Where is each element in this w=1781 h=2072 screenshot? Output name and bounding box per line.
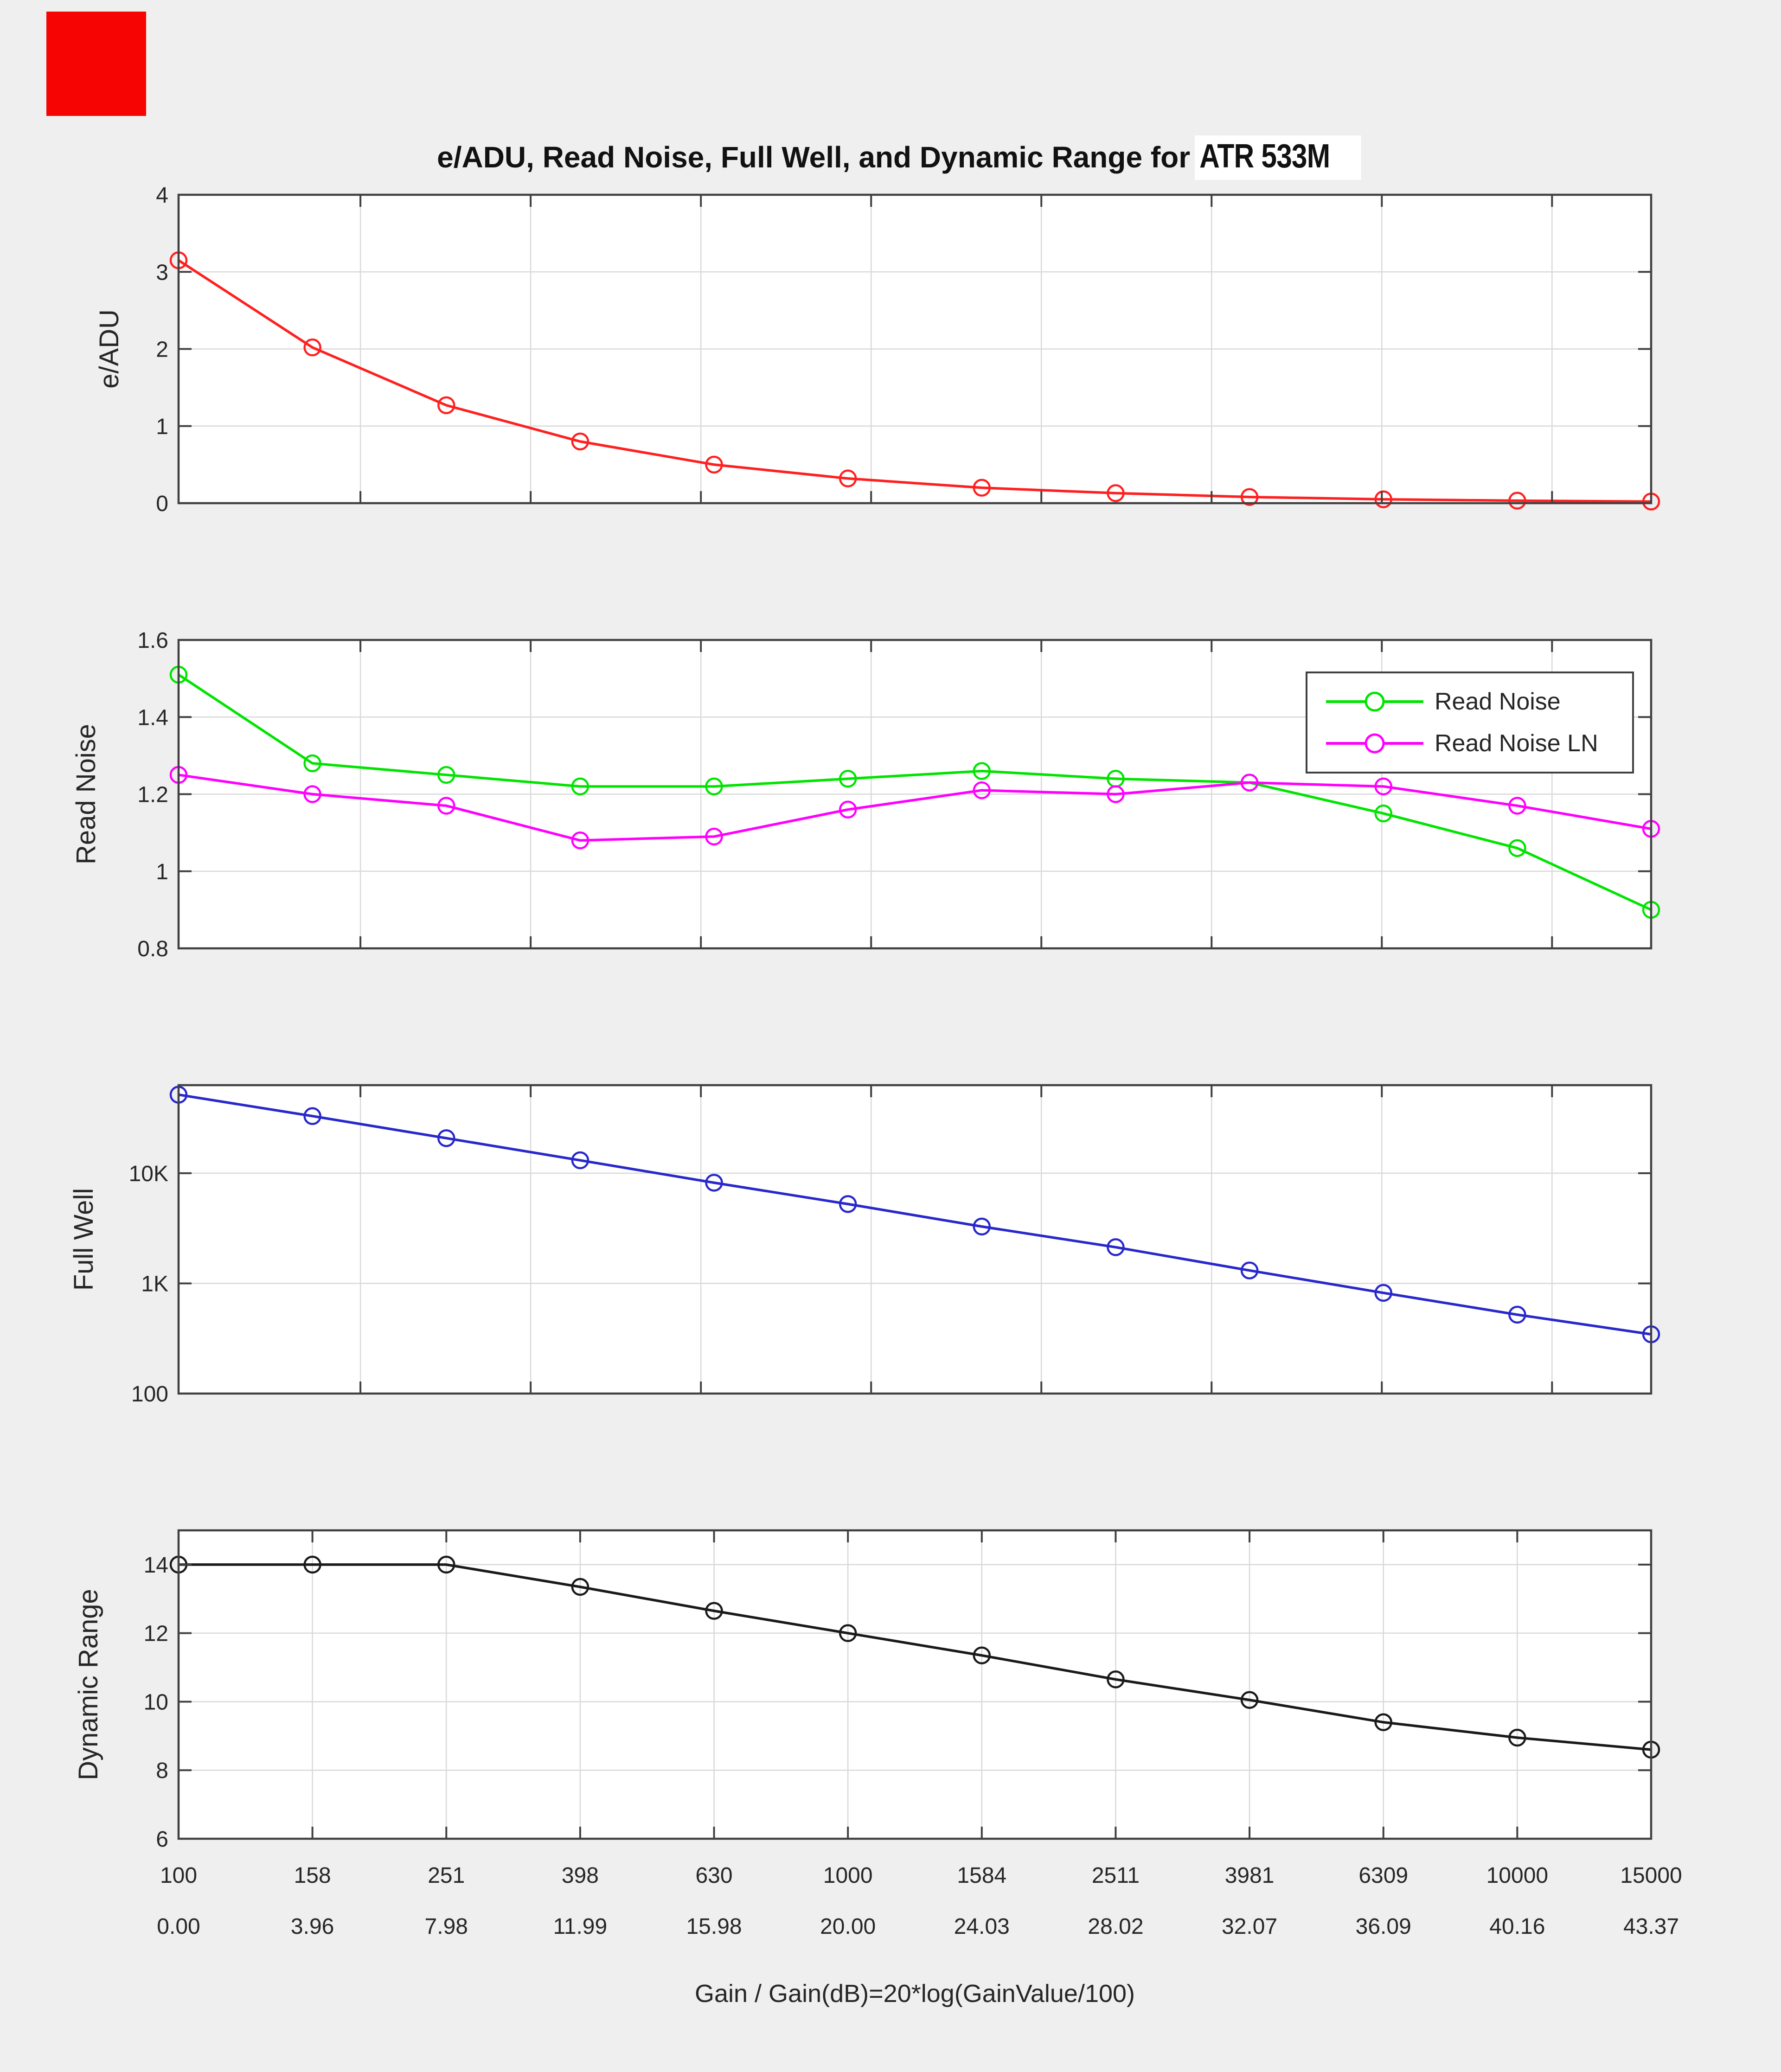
svg-text:3.96: 3.96 bbox=[291, 1914, 334, 1939]
svg-text:251: 251 bbox=[428, 1863, 465, 1888]
svg-text:3981: 3981 bbox=[1225, 1863, 1275, 1888]
legend-item-read-noise-ln: Read Noise LN bbox=[1307, 729, 1632, 757]
svg-text:7.98: 7.98 bbox=[425, 1914, 468, 1939]
chart-title: e/ADU, Read Noise, Full Well, and Dynami… bbox=[179, 135, 1651, 180]
svg-text:40.16: 40.16 bbox=[1489, 1914, 1545, 1939]
legend: Read Noise Read Noise LN bbox=[1306, 671, 1634, 774]
legend-item-read-noise: Read Noise bbox=[1307, 688, 1632, 716]
svg-text:24.03: 24.03 bbox=[954, 1914, 1010, 1939]
read-noise-ln-line-sample bbox=[1326, 733, 1423, 754]
svg-text:12: 12 bbox=[144, 1622, 168, 1646]
svg-text:1.2: 1.2 bbox=[137, 783, 168, 807]
svg-text:10K: 10K bbox=[129, 1162, 168, 1186]
svg-text:1: 1 bbox=[156, 415, 168, 439]
svg-text:8: 8 bbox=[156, 1759, 168, 1783]
svg-text:1584: 1584 bbox=[957, 1863, 1006, 1888]
svg-text:0.8: 0.8 bbox=[137, 937, 168, 961]
redaction-box bbox=[46, 12, 146, 116]
svg-text:10000: 10000 bbox=[1486, 1863, 1548, 1888]
eadu-chart: 4 3 2 1 0 e/ADU bbox=[94, 183, 1660, 516]
svg-text:Gain / Gain(dB)=20*log(GainVal: Gain / Gain(dB)=20*log(GainValue/100) bbox=[695, 1980, 1135, 2008]
legend-label: Read Noise LN bbox=[1435, 730, 1598, 757]
svg-text:4: 4 bbox=[156, 183, 168, 208]
legend-label: Read Noise bbox=[1435, 688, 1561, 715]
svg-text:158: 158 bbox=[294, 1863, 331, 1888]
svg-text:398: 398 bbox=[562, 1863, 599, 1888]
chart-title-main: e/ADU, Read Noise, Full Well, and Dynami… bbox=[437, 141, 1191, 174]
dynamic-range-chart: 14 12 10 8 6 Dynamic Range 100 158 251 398 630 1000… bbox=[73, 1529, 1682, 2008]
svg-text:e/ADU: e/ADU bbox=[94, 309, 124, 389]
read-noise-line-sample bbox=[1326, 691, 1423, 712]
svg-text:100: 100 bbox=[160, 1863, 197, 1888]
svg-text:Read Noise: Read Noise bbox=[71, 724, 101, 864]
svg-text:Full Well: Full Well bbox=[69, 1188, 99, 1291]
svg-text:6309: 6309 bbox=[1358, 1863, 1408, 1888]
svg-text:630: 630 bbox=[695, 1863, 732, 1888]
svg-text:15000: 15000 bbox=[1620, 1863, 1682, 1888]
svg-text:1.4: 1.4 bbox=[137, 705, 168, 730]
svg-text:6: 6 bbox=[156, 1827, 168, 1852]
full-well-chart: 10K 1K 100 Full Well bbox=[69, 1084, 1660, 1407]
svg-text:28.02: 28.02 bbox=[1088, 1914, 1143, 1939]
svg-text:Dynamic Range: Dynamic Range bbox=[73, 1589, 103, 1780]
svg-text:15.98: 15.98 bbox=[686, 1914, 742, 1939]
svg-text:1: 1 bbox=[156, 860, 168, 884]
svg-text:2511: 2511 bbox=[1092, 1863, 1140, 1888]
svg-text:14: 14 bbox=[144, 1553, 168, 1578]
svg-text:11.99: 11.99 bbox=[553, 1914, 608, 1939]
svg-text:0.00: 0.00 bbox=[157, 1914, 200, 1939]
svg-text:3: 3 bbox=[156, 260, 168, 285]
svg-text:1K: 1K bbox=[141, 1272, 168, 1296]
svg-text:10: 10 bbox=[144, 1690, 168, 1714]
svg-text:32.07: 32.07 bbox=[1222, 1914, 1277, 1939]
svg-text:20.00: 20.00 bbox=[820, 1914, 876, 1939]
svg-text:1.6: 1.6 bbox=[137, 628, 168, 653]
svg-text:36.09: 36.09 bbox=[1356, 1914, 1411, 1939]
svg-text:43.37: 43.37 bbox=[1623, 1914, 1679, 1939]
svg-text:1000: 1000 bbox=[823, 1863, 873, 1888]
svg-text:2: 2 bbox=[156, 338, 168, 362]
svg-text:100: 100 bbox=[131, 1382, 168, 1407]
chart-title-annotation: ATR 533M bbox=[1195, 135, 1361, 180]
svg-text:0: 0 bbox=[156, 492, 168, 516]
